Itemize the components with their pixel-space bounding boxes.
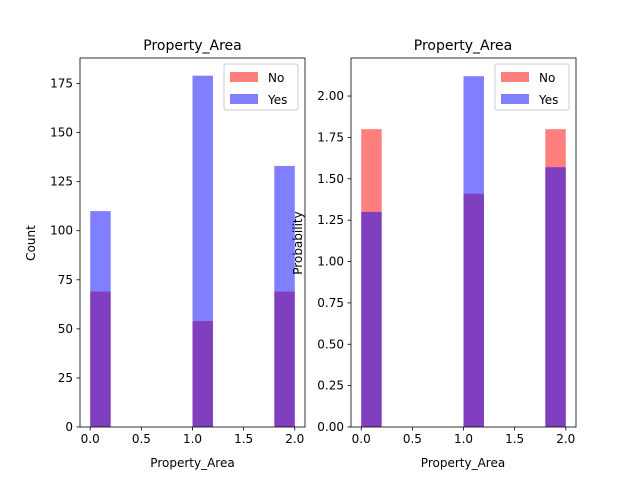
count-chart-xtick-label: 0.5 bbox=[132, 432, 151, 446]
probability-chart-legend-label-yes: Yes bbox=[538, 93, 558, 107]
probability-chart-bar-yes-0 bbox=[361, 211, 382, 427]
probability-chart-xtick-label: 1.0 bbox=[454, 432, 473, 446]
count-chart-xlabel: Property_Area bbox=[150, 456, 234, 470]
count-chart-ytick-label: 25 bbox=[58, 371, 73, 385]
probability-chart-legend-swatch-yes bbox=[501, 94, 529, 104]
probability-chart-bar-yes-1 bbox=[463, 76, 484, 427]
count-chart-xtick-label: 0.0 bbox=[81, 432, 100, 446]
count-chart-plot-area: 0.0 0.5 1.0 1.5 2.0 0 25 50 75 100 125 150 175 bbox=[50, 57, 306, 446]
count-chart-bar-yes-1 bbox=[192, 75, 213, 427]
count-chart-xtick-label: 1.5 bbox=[234, 432, 253, 446]
probability-chart-bar-yes-2 bbox=[545, 167, 566, 427]
probability-chart-ytick-label: 0.00 bbox=[317, 420, 344, 434]
probability-chart-legend: No Yes bbox=[494, 63, 570, 111]
probability-chart-ylabel: Probability bbox=[291, 211, 305, 274]
count-chart-legend: No Yes bbox=[223, 63, 299, 111]
probability-chart-xtick-label: 2.0 bbox=[556, 432, 575, 446]
count-chart-xtick-label: 1.0 bbox=[183, 432, 202, 446]
count-chart-ytick-label: 150 bbox=[50, 126, 73, 140]
count-chart-legend-swatch-no bbox=[230, 72, 258, 82]
count-chart-legend-swatch-yes bbox=[230, 94, 258, 104]
probability-chart: Property_Area Property_Area Probability … bbox=[291, 38, 577, 470]
count-chart-bar-yes-2 bbox=[274, 165, 295, 427]
probability-chart-ytick-label: 1.50 bbox=[317, 172, 344, 186]
probability-chart-xtick-label: 0.5 bbox=[403, 432, 422, 446]
probability-chart-ytick-label: 2.00 bbox=[317, 89, 344, 103]
probability-chart-ytick-label: 0.75 bbox=[317, 296, 344, 310]
probability-chart-ytick-label: 1.75 bbox=[317, 130, 344, 144]
probability-chart-legend-label-no: No bbox=[539, 71, 555, 85]
probability-chart-xtick-label: 0.0 bbox=[352, 432, 371, 446]
count-chart: Property_Area Property_Area Count 0.0 0.5… bbox=[24, 38, 306, 470]
probability-chart-xlabel: Property_Area bbox=[421, 456, 505, 470]
count-chart-ytick-label: 75 bbox=[58, 273, 73, 287]
probability-chart-ytick-label: 1.25 bbox=[317, 213, 344, 227]
count-chart-legend-label-yes: Yes bbox=[267, 93, 287, 107]
probability-chart-ytick-label: 0.25 bbox=[317, 379, 344, 393]
count-chart-legend-label-no: No bbox=[268, 71, 284, 85]
count-chart-ytick-label: 100 bbox=[50, 224, 73, 238]
count-chart-xtick-label: 2.0 bbox=[285, 432, 304, 446]
probability-chart-title: Property_Area bbox=[414, 38, 512, 54]
count-chart-ytick-label: 175 bbox=[50, 77, 73, 91]
count-chart-ytick-label: 0 bbox=[65, 420, 73, 434]
probability-chart-legend-swatch-no bbox=[501, 72, 529, 82]
count-chart-bar-yes-0 bbox=[90, 211, 111, 427]
count-chart-ylabel: Count bbox=[24, 225, 38, 261]
count-chart-ytick-label: 125 bbox=[50, 175, 73, 189]
probability-chart-xtick-label: 1.5 bbox=[505, 432, 524, 446]
probability-chart-ytick-label: 0.50 bbox=[317, 337, 344, 351]
probability-chart-ytick-label: 1.00 bbox=[317, 255, 344, 269]
count-chart-title: Property_Area bbox=[143, 38, 241, 54]
probability-chart-plot-area: 0.0 0.5 1.0 1.5 2.0 0.00 0.25 0.50 0.75 1.00 1.25 1… bbox=[317, 57, 577, 446]
count-chart-ytick-label: 50 bbox=[58, 322, 73, 336]
